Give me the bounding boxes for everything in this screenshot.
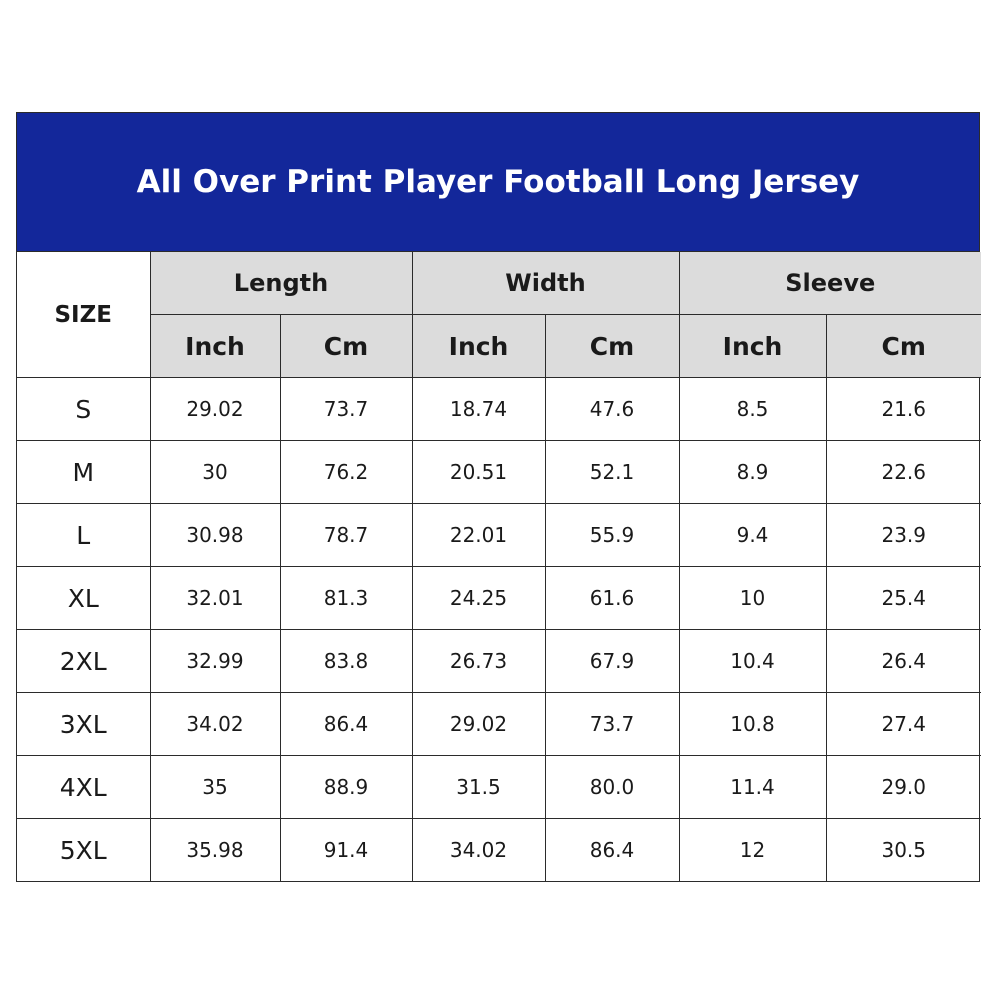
sleeve-inch-cell: 8.5	[678, 377, 827, 441]
table-row: 5XL 35.98 91.4 34.02 86.4 12 30.5	[17, 818, 981, 881]
table-row: M 30 76.2 20.51 52.1 8.9 22.6	[17, 440, 981, 504]
sleeve-cm-header: Cm	[825, 314, 981, 378]
length-inch-cell: 32.01	[149, 566, 281, 630]
length-cm-cell: 78.7	[279, 503, 413, 567]
length-group-header: Length	[149, 252, 413, 315]
sleeve-cm-cell: 30.5	[825, 818, 981, 881]
length-cm-cell: 76.2	[279, 440, 413, 504]
size-cell: 2XL	[17, 629, 151, 693]
sleeve-cm-cell: 21.6	[825, 377, 981, 441]
width-inch-cell: 26.73	[411, 629, 546, 693]
width-inch-cell: 24.25	[411, 566, 546, 630]
length-cm-cell: 83.8	[279, 629, 413, 693]
table-body: S 29.02 73.7 18.74 47.6 8.5 21.6 M 30 76…	[17, 377, 981, 881]
length-inch-cell: 29.02	[149, 377, 281, 441]
sleeve-inch-cell: 12	[678, 818, 827, 881]
size-column-header: SIZE	[17, 252, 151, 378]
length-cm-cell: 86.4	[279, 692, 413, 756]
length-inch-cell: 34.02	[149, 692, 281, 756]
sleeve-cm-cell: 29.0	[825, 755, 981, 819]
width-group-header: Width	[411, 252, 680, 315]
size-cell: 5XL	[17, 818, 151, 881]
width-cm-cell: 67.9	[544, 629, 680, 693]
length-cm-cell: 81.3	[279, 566, 413, 630]
width-cm-cell: 52.1	[544, 440, 680, 504]
length-inch-cell: 35	[149, 755, 281, 819]
title-bar: All Over Print Player Football Long Jers…	[17, 113, 979, 252]
chart-title: All Over Print Player Football Long Jers…	[136, 164, 860, 200]
table-row: S 29.02 73.7 18.74 47.6 8.5 21.6	[17, 377, 981, 441]
width-inch-cell: 29.02	[411, 692, 546, 756]
width-cm-cell: 61.6	[544, 566, 680, 630]
length-inch-cell: 30	[149, 440, 281, 504]
size-cell: XL	[17, 566, 151, 630]
sleeve-cm-cell: 22.6	[825, 440, 981, 504]
width-cm-cell: 47.6	[544, 377, 680, 441]
length-inch-cell: 30.98	[149, 503, 281, 567]
table-row: 4XL 35 88.9 31.5 80.0 11.4 29.0	[17, 755, 981, 819]
length-cm-header: Cm	[279, 314, 413, 378]
width-inch-header: Inch	[411, 314, 546, 378]
table-row: L 30.98 78.7 22.01 55.9 9.4 23.9	[17, 503, 981, 567]
table-row: 2XL 32.99 83.8 26.73 67.9 10.4 26.4	[17, 629, 981, 693]
size-cell: L	[17, 503, 151, 567]
table-row: XL 32.01 81.3 24.25 61.6 10 25.4	[17, 566, 981, 630]
sleeve-inch-cell: 8.9	[678, 440, 827, 504]
sleeve-cm-cell: 25.4	[825, 566, 981, 630]
size-table: SIZE Length Width Sleeve Inch Cm Inch Cm…	[17, 252, 981, 881]
width-cm-cell: 73.7	[544, 692, 680, 756]
sleeve-cm-cell: 26.4	[825, 629, 981, 693]
sleeve-inch-cell: 10	[678, 566, 827, 630]
width-cm-cell: 86.4	[544, 818, 680, 881]
sleeve-inch-cell: 9.4	[678, 503, 827, 567]
length-cm-cell: 88.9	[279, 755, 413, 819]
width-cm-cell: 55.9	[544, 503, 680, 567]
size-chart: All Over Print Player Football Long Jers…	[16, 112, 981, 882]
length-cm-cell: 91.4	[279, 818, 413, 881]
sleeve-cm-cell: 27.4	[825, 692, 981, 756]
sleeve-inch-cell: 11.4	[678, 755, 827, 819]
sleeve-group-header: Sleeve	[678, 252, 981, 315]
length-inch-cell: 32.99	[149, 629, 281, 693]
sleeve-inch-cell: 10.4	[678, 629, 827, 693]
unit-header-row: Inch Cm Inch Cm Inch Cm	[17, 314, 981, 378]
width-inch-cell: 18.74	[411, 377, 546, 441]
size-cell: 4XL	[17, 755, 151, 819]
width-inch-cell: 31.5	[411, 755, 546, 819]
size-cell: M	[17, 440, 151, 504]
sleeve-cm-cell: 23.9	[825, 503, 981, 567]
sleeve-inch-header: Inch	[678, 314, 827, 378]
length-cm-cell: 73.7	[279, 377, 413, 441]
size-cell: S	[17, 377, 151, 441]
sleeve-inch-cell: 10.8	[678, 692, 827, 756]
size-cell: 3XL	[17, 692, 151, 756]
length-inch-header: Inch	[150, 314, 281, 378]
table-header: SIZE Length Width Sleeve Inch Cm Inch Cm…	[17, 252, 981, 378]
length-inch-cell: 35.98	[149, 818, 281, 881]
table-row: 3XL 34.02 86.4 29.02 73.7 10.8 27.4	[17, 692, 981, 756]
width-inch-cell: 22.01	[411, 503, 546, 567]
width-cm-header: Cm	[544, 314, 680, 378]
group-header-row: SIZE Length Width Sleeve	[17, 252, 981, 378]
width-cm-cell: 80.0	[544, 755, 680, 819]
width-inch-cell: 20.51	[411, 440, 546, 504]
width-inch-cell: 34.02	[411, 818, 546, 881]
